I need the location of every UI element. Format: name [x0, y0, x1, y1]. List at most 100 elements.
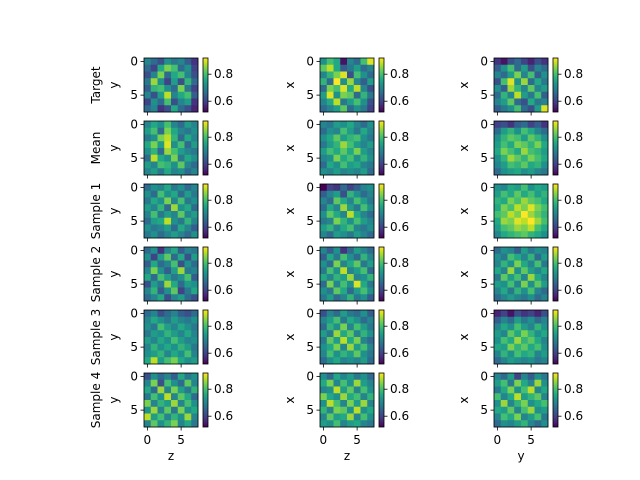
heatmap-cell	[164, 168, 172, 176]
heatmap-cell	[177, 58, 185, 66]
colorbar-tick-label: 0.6	[214, 157, 233, 171]
heatmap-cell	[360, 91, 368, 99]
heatmap-cell	[144, 406, 152, 414]
heatmap-cell	[333, 413, 341, 421]
heatmap-cell	[184, 127, 192, 135]
heatmap-cell	[340, 217, 348, 225]
heatmap-cell	[514, 420, 522, 428]
heatmap-cell	[367, 350, 375, 358]
heatmap-cell	[494, 204, 502, 212]
heatmap-cell	[157, 217, 165, 225]
heatmap-cell	[534, 357, 542, 365]
heatmap-cell	[184, 400, 192, 408]
heatmap-cell	[184, 287, 192, 295]
heatmap-cell	[500, 148, 508, 156]
heatmap-cell	[347, 98, 355, 106]
heatmap-cell	[177, 98, 185, 106]
heatmap-cell	[184, 211, 192, 219]
axes-frame	[143, 183, 199, 239]
heatmap-cell	[150, 373, 158, 381]
heatmap-cell	[150, 168, 158, 176]
heatmap-cell	[500, 379, 508, 387]
heatmap-cell	[494, 58, 502, 66]
heatmap-cell	[353, 310, 361, 318]
heatmap-cell	[527, 323, 535, 331]
heatmap-cell	[191, 406, 199, 414]
heatmap-cell	[360, 58, 368, 66]
heatmap-cell	[367, 253, 375, 261]
heatmap-cell	[494, 310, 502, 318]
heatmap-cell	[191, 337, 199, 345]
heatmap-cell	[144, 294, 152, 302]
y-axis-label: x	[283, 144, 297, 151]
heatmap-cell	[171, 316, 179, 324]
heatmap-cell	[144, 148, 152, 156]
heatmap-cell	[353, 267, 361, 275]
heatmap-cell	[507, 350, 515, 358]
heatmap-cell	[320, 91, 328, 99]
heatmap-cell	[514, 127, 522, 135]
heatmap-cell	[494, 121, 502, 129]
heatmap-cell	[347, 323, 355, 331]
y-tick-label: 0	[480, 54, 488, 68]
heatmap-cell	[320, 134, 328, 142]
y-tick-label: 5	[306, 277, 314, 291]
heatmap-cell	[534, 64, 542, 72]
heatmap-cell	[347, 260, 355, 268]
heatmap-cell	[500, 121, 508, 129]
heatmap-cell	[527, 386, 535, 394]
heatmap-cell	[347, 85, 355, 93]
colorbar-tick-label: 0.8	[214, 382, 233, 396]
y-tick-label: 0	[130, 369, 138, 383]
heatmap-cell	[191, 141, 199, 149]
heatmap-cell	[353, 231, 361, 239]
y-tick-label: 0	[480, 306, 488, 320]
heatmap-cell	[164, 154, 172, 162]
axes-frame	[143, 57, 199, 113]
heatmap-cell	[353, 274, 361, 282]
heatmap-cell	[367, 247, 375, 255]
heatmap-cell	[150, 217, 158, 225]
heatmap-cell	[507, 148, 515, 156]
heatmap-cell	[326, 323, 334, 331]
heatmap-cell	[177, 211, 185, 219]
heatmap-cell	[157, 274, 165, 282]
heatmap-cell	[514, 294, 522, 302]
heatmap-cell	[367, 64, 375, 72]
heatmap-cell	[320, 141, 328, 149]
heatmap-cell	[353, 197, 361, 205]
heatmap-cell	[164, 287, 172, 295]
heatmap-cell	[527, 280, 535, 288]
heatmap-cell	[514, 343, 522, 351]
heatmap-cell	[541, 211, 549, 219]
heatmap-cell	[171, 406, 179, 414]
axes-frame	[319, 57, 375, 113]
heatmap-cell	[191, 267, 199, 275]
heatmap-cell	[367, 420, 375, 428]
heatmap-cell	[333, 406, 341, 414]
heatmap-cell	[494, 357, 502, 365]
heatmap-cell	[333, 105, 341, 113]
heatmap-cell	[150, 267, 158, 275]
heatmap-cell	[514, 71, 522, 79]
heatmap-cell	[164, 280, 172, 288]
colorbar-tick-label: 0.8	[214, 67, 233, 81]
heatmap-cell	[500, 343, 508, 351]
heatmap-cell	[171, 337, 179, 345]
colorbar-tick-label: 0.8	[564, 130, 583, 144]
colorbar-tick-label: 0.6	[390, 157, 409, 171]
heatmap-cell	[150, 393, 158, 401]
heatmap-cell	[191, 343, 199, 351]
heatmap-cell	[171, 154, 179, 162]
heatmap-cell	[144, 231, 152, 239]
axes-frame	[493, 57, 549, 113]
heatmap-cell	[177, 85, 185, 93]
heatmap-cell	[521, 121, 529, 129]
heatmap-cell	[541, 386, 549, 394]
colorbar-frame	[378, 372, 385, 428]
heatmap-cell	[150, 330, 158, 338]
heatmap-cell	[541, 343, 549, 351]
heatmap-cell	[360, 337, 368, 345]
colorbar-tick-label: 0.6	[214, 283, 233, 297]
y-tick-label: 0	[306, 54, 314, 68]
